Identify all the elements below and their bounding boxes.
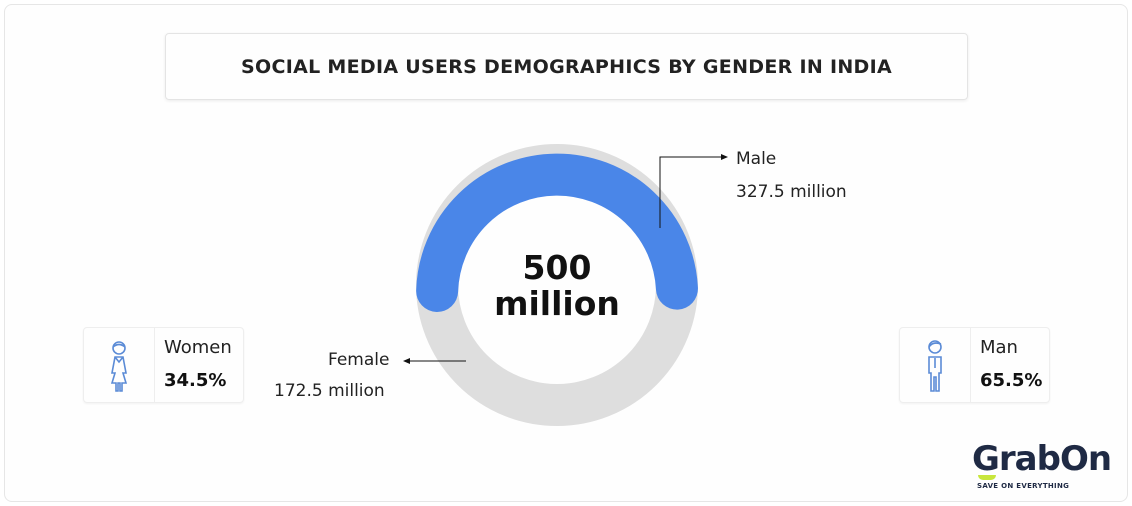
center-unit: million xyxy=(494,284,620,323)
man-label: Man xyxy=(980,337,1018,358)
male-label: Male xyxy=(736,149,777,169)
women-label: Women xyxy=(164,337,232,358)
female-label: Female xyxy=(328,350,390,370)
center-value: 500 xyxy=(522,248,592,287)
man-stat-card: Man 65.5% xyxy=(899,327,1050,403)
male-value: 327.5 million xyxy=(736,182,847,202)
female-value: 172.5 million xyxy=(274,381,385,401)
woman-icon xyxy=(84,328,155,402)
man-icon xyxy=(900,328,971,402)
male-arrow-icon xyxy=(721,154,728,160)
grabon-logo: GrabOn SAVE ON EVERYTHING xyxy=(972,439,1112,490)
female-arrow-icon xyxy=(403,358,410,364)
women-stat-card: Women 34.5% xyxy=(83,327,244,403)
donut-center-label: 500 million xyxy=(457,250,657,322)
male-leader-line xyxy=(659,156,722,228)
man-percent: 65.5% xyxy=(980,370,1043,391)
chart-title: SOCIAL MEDIA USERS DEMOGRAPHICS BY GENDE… xyxy=(165,33,968,100)
women-percent: 34.5% xyxy=(164,370,227,391)
donut-slice-male xyxy=(416,153,698,312)
